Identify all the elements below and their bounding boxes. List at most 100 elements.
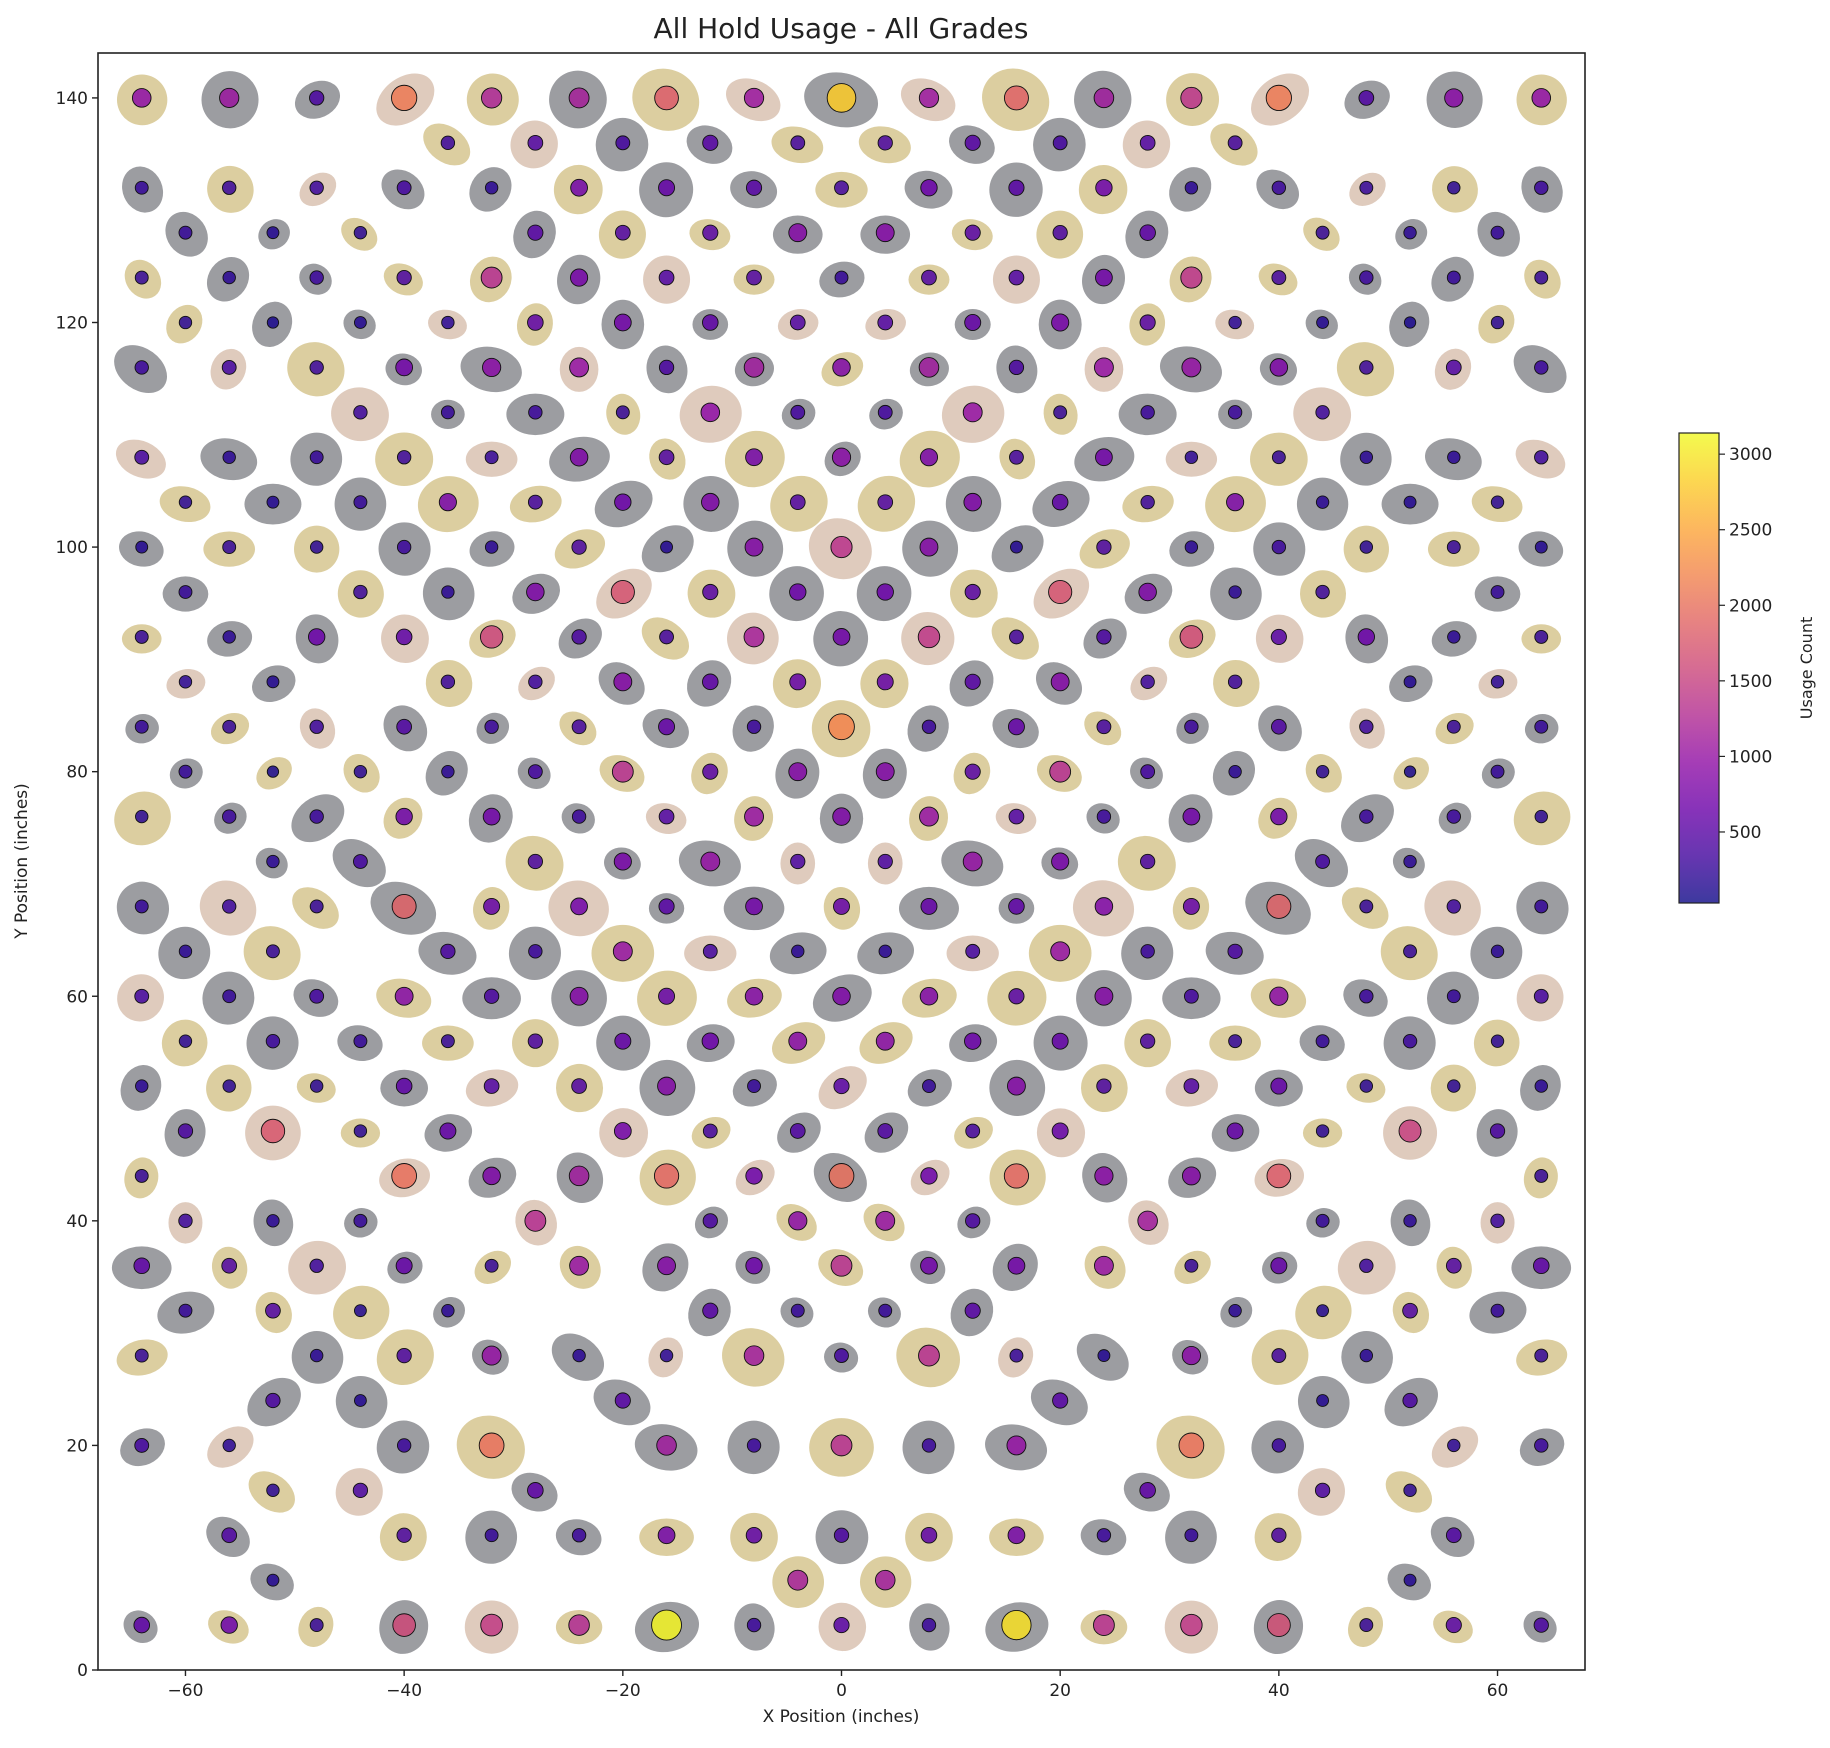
usage-point: [1359, 1258, 1374, 1273]
usage-point: [1009, 1348, 1024, 1363]
usage-point: [1179, 625, 1204, 649]
usage-point: [1490, 585, 1505, 599]
usage-point: [569, 448, 589, 467]
usage-point: [1315, 854, 1330, 869]
usage-point: [1227, 674, 1243, 690]
usage-point: [1446, 899, 1461, 914]
usage-point: [1050, 941, 1071, 962]
usage-point: [1095, 179, 1113, 197]
usage-point: [309, 90, 325, 106]
usage-point: [702, 134, 719, 151]
usage-point: [832, 987, 851, 1006]
usage-point: [828, 1163, 855, 1189]
usage-point: [1271, 539, 1287, 555]
usage-point: [610, 579, 635, 605]
usage-point: [922, 1079, 936, 1094]
usage-point: [527, 1482, 544, 1499]
usage-point: [178, 1034, 193, 1048]
usage-point: [1228, 315, 1242, 330]
usage-point: [1534, 1168, 1549, 1183]
usage-point: [1140, 944, 1155, 959]
usage-point: [830, 1434, 853, 1457]
usage-point: [1533, 1617, 1549, 1633]
usage-point: [875, 762, 895, 782]
usage-point: [1359, 809, 1374, 824]
usage-point: [744, 806, 764, 827]
usage-point: [221, 360, 237, 375]
usage-point: [1447, 181, 1461, 195]
usage-point: [1447, 450, 1461, 464]
usage-point: [787, 1569, 809, 1591]
usage-point: [309, 988, 325, 1004]
usage-point: [1139, 224, 1156, 241]
usage-point: [1095, 268, 1113, 287]
usage-point: [614, 1032, 632, 1050]
x-tick-label: −60: [168, 1681, 204, 1701]
usage-point: [440, 943, 456, 959]
usage-point: [353, 405, 368, 420]
usage-point: [789, 583, 807, 601]
usage-point: [1228, 585, 1242, 599]
colorbar-tick-label: 2000: [1729, 596, 1772, 616]
usage-point: [1051, 1122, 1069, 1140]
usage-point: [1008, 359, 1025, 376]
usage-point: [964, 1302, 981, 1319]
usage-point: [440, 405, 455, 420]
usage-point: [743, 357, 765, 378]
usage-point: [1093, 357, 1114, 378]
usage-point: [919, 806, 939, 827]
usage-point: [527, 494, 543, 510]
usage-point: [788, 762, 808, 782]
usage-point: [1534, 450, 1549, 465]
usage-point: [1445, 1617, 1462, 1634]
usage-point: [1531, 88, 1552, 108]
usage-point: [1315, 764, 1330, 779]
usage-point: [222, 989, 237, 1004]
usage-point: [1182, 807, 1201, 826]
usage-point: [876, 673, 894, 691]
usage-point: [1534, 719, 1549, 734]
usage-point: [875, 223, 895, 243]
usage-point: [917, 625, 941, 649]
usage-point: [1052, 1392, 1069, 1409]
usage-point: [1534, 1348, 1549, 1363]
usage-point: [309, 270, 324, 285]
usage-point: [702, 763, 719, 780]
usage-point: [571, 719, 587, 735]
usage-point: [1490, 315, 1505, 330]
usage-point: [831, 447, 852, 467]
usage-point: [1139, 314, 1156, 331]
usage-point: [1183, 1078, 1200, 1094]
usage-point: [484, 181, 499, 195]
chart-title: All Hold Usage - All Grades: [654, 12, 1029, 45]
usage-point: [391, 84, 418, 112]
usage-point: [962, 402, 983, 423]
usage-point: [1402, 1302, 1418, 1319]
usage-point: [745, 1257, 763, 1275]
usage-point: [745, 1167, 763, 1185]
usage-point: [353, 1124, 368, 1138]
usage-point: [1096, 539, 1112, 555]
usage-point: [1532, 1257, 1550, 1275]
usage-point: [1403, 675, 1417, 689]
usage-point: [1314, 1482, 1331, 1498]
usage-point: [875, 1210, 896, 1231]
usage-point: [571, 539, 587, 555]
usage-point: [1489, 1123, 1506, 1139]
usage-point: [919, 448, 939, 467]
usage-point: [1051, 852, 1070, 871]
x-axis-ticks: −60 −40 −20 0 20 40 60: [168, 1670, 1508, 1701]
usage-point: [483, 988, 500, 1004]
usage-point: [789, 1123, 806, 1139]
usage-point: [527, 764, 543, 780]
usage-point: [1271, 1438, 1287, 1453]
usage-point: [395, 1257, 413, 1275]
usage-point: [309, 1348, 324, 1363]
usage-point: [654, 85, 679, 111]
usage-point: [353, 584, 368, 600]
usage-point: [1227, 135, 1243, 151]
usage-point: [615, 405, 630, 420]
usage-point: [1139, 1482, 1156, 1499]
usage-point: [1184, 540, 1199, 554]
usage-point: [921, 719, 937, 734]
